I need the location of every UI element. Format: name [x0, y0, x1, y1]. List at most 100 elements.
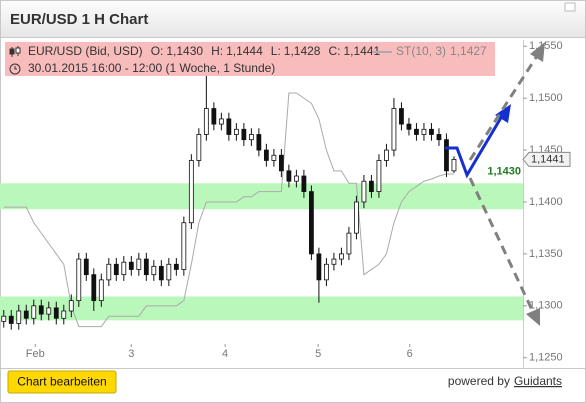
- candle-body: [196, 134, 202, 161]
- candle-body: [46, 307, 52, 315]
- candle-body: [406, 123, 412, 130]
- candle-body: [121, 261, 127, 276]
- candle-body: [31, 305, 37, 319]
- candle-body: [143, 258, 149, 276]
- candle-body: [421, 128, 427, 135]
- price-label: 1,1441: [531, 153, 565, 165]
- candle-body: [83, 258, 89, 276]
- candle-body: [188, 160, 194, 224]
- candle-body: [38, 305, 44, 315]
- candle-body: [376, 160, 382, 192]
- candle-body: [233, 128, 239, 135]
- up-dashed-arrow: [468, 55, 539, 161]
- title: EUR/USD 1 H Chart: [10, 11, 148, 28]
- candle-body: [173, 263, 179, 270]
- candle-body: [451, 159, 457, 172]
- candle-body: [113, 263, 119, 276]
- plot: 1,12501,13001,13501,14001,14501,15001,15…: [0, 40, 571, 368]
- candle-body: [414, 128, 419, 135]
- candle-body: [301, 175, 307, 192]
- legend-field-value: 1,1444: [226, 44, 263, 58]
- legend-box: [5, 42, 495, 76]
- x-tick-label: 5: [315, 348, 321, 360]
- candle-body: [151, 265, 157, 276]
- x-tick-label: 6: [407, 348, 413, 360]
- candle-body: [444, 139, 449, 172]
- legend-field-label: C:: [328, 44, 340, 58]
- candle-body: [384, 149, 389, 161]
- legend-field-value: 1,1441: [343, 44, 380, 58]
- price-label-box: [522, 151, 571, 167]
- legend-indicator: ST(10, 3) 1,1427: [396, 44, 487, 58]
- powered-by-text: powered by: [448, 374, 510, 388]
- candle-body: [91, 274, 97, 302]
- candle-body: [211, 108, 217, 125]
- candle-body: [354, 201, 359, 234]
- candle-body: [399, 108, 404, 125]
- candle-body: [293, 175, 299, 182]
- candle-body: [361, 180, 367, 203]
- edit-button-label[interactable]: Chart bearbeiten: [17, 375, 106, 389]
- candle-body: [278, 154, 284, 172]
- blue-arrowhead: [495, 104, 511, 123]
- candle-body: [324, 263, 329, 281]
- candle-body: [23, 310, 29, 319]
- clock-icon: [9, 63, 21, 75]
- candle-body: [429, 128, 434, 135]
- y-tick-label: 1,1400: [529, 196, 563, 208]
- candle-body: [166, 263, 172, 281]
- price-label: 1,1430: [487, 166, 521, 178]
- candle-body: [391, 108, 397, 151]
- candle-body: [53, 307, 59, 319]
- header-bar: [0, 0, 586, 38]
- edit-button[interactable]: [7, 370, 117, 394]
- y-tick-label: 1,1300: [529, 300, 563, 312]
- indicator-name: ST(10, 3): [396, 44, 446, 58]
- legend-line: EUR/USD (Bid, USD) O: 1,1430 H: 1,1444 L: 1,14…: [28, 44, 381, 58]
- candle-body: [241, 128, 247, 141]
- legend-field-value: 1,1430: [166, 44, 203, 58]
- legend-period: 30.01.2015 16:00 - 12:00 (1 Woche, 1 Stu…: [28, 61, 275, 75]
- candle-body: [369, 180, 374, 192]
- support-zone: [0, 183, 523, 210]
- blue-arrow: [445, 115, 504, 179]
- legend-field-value: 1,1428: [284, 44, 321, 58]
- candle-body: [248, 134, 254, 141]
- candle-body: [436, 134, 442, 141]
- candle-body: [128, 261, 134, 270]
- candle-body: [339, 253, 344, 260]
- x-tick-label: Feb: [26, 348, 45, 360]
- y-tick-label: 1,1350: [529, 248, 563, 260]
- candle-body: [1, 315, 7, 322]
- candle-icon: [9, 46, 21, 57]
- candle-body: [181, 222, 187, 270]
- legend-field-label: L:: [271, 44, 281, 58]
- candle-body: [286, 170, 292, 182]
- candle-body: [158, 265, 164, 281]
- y-tick-label: 1,1550: [529, 40, 563, 52]
- window-icon[interactable]: [564, 2, 576, 12]
- powered-by: powered by Guidants: [448, 374, 562, 388]
- legend-field-label: H:: [211, 44, 223, 58]
- candle-body: [271, 154, 277, 161]
- x-tick-label: 4: [222, 348, 228, 360]
- candle-body: [256, 134, 262, 151]
- scenario-arrows: [445, 42, 545, 326]
- candle-body: [263, 149, 269, 161]
- candle-body: [136, 258, 142, 270]
- candle-body: [218, 118, 224, 125]
- candle-body: [226, 118, 232, 135]
- candle-body: [308, 191, 314, 255]
- down-arrowhead: [526, 308, 540, 326]
- candle-body: [106, 263, 112, 281]
- candle-body: [203, 108, 209, 135]
- brand-link[interactable]: Guidants: [514, 374, 562, 388]
- legend-field-label: O:: [151, 44, 164, 58]
- legend-symbol: EUR/USD (Bid, USD): [28, 44, 143, 58]
- candle-body: [8, 315, 14, 324]
- y-tick-label: 1,1500: [529, 92, 563, 104]
- indicator-value: 1,1427: [450, 44, 487, 58]
- candle-body: [61, 310, 67, 319]
- candle-body: [16, 310, 22, 324]
